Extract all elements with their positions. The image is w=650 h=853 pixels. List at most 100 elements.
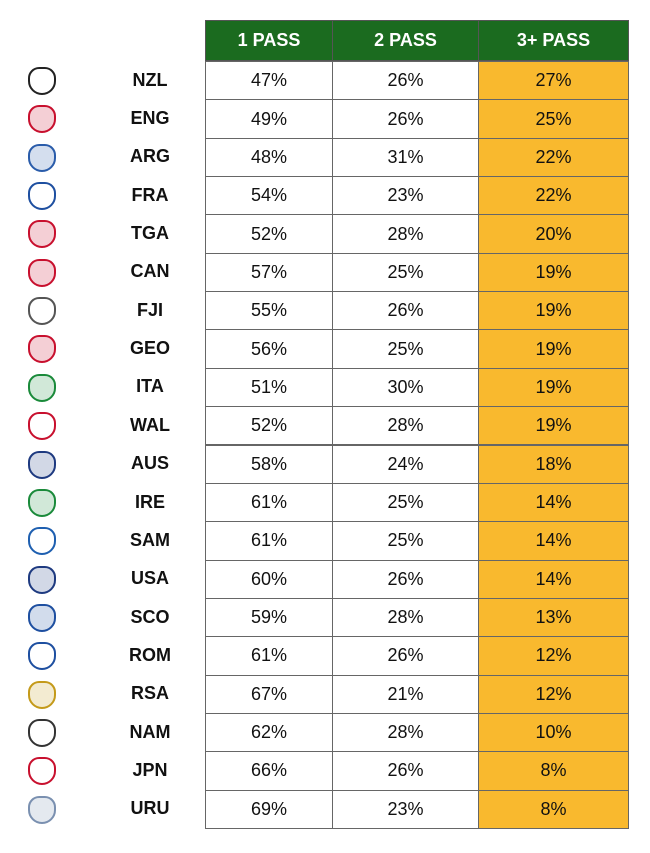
pass-value: 21% [332,674,479,714]
pass-value: 28% [332,712,479,753]
team-logo [28,565,56,594]
team-code: IRE [134,491,165,512]
pass-value: 67% [205,674,333,714]
team-code: USA [130,568,169,589]
pass-value: 69% [205,789,333,829]
pass-value: 18% [478,444,629,484]
team-logo [28,182,56,211]
pass-value: 22% [478,176,629,216]
pass-value: 10% [478,712,629,753]
team-logo [28,412,56,441]
pass-value: 8% [478,751,629,791]
column-header: 3+ PASS [478,20,629,61]
pass-value: 14% [478,482,629,523]
pass-value: 57% [205,252,333,293]
pass-value: 14% [478,559,629,599]
team-logo [28,335,56,364]
pass-value: 24% [332,444,479,484]
team-code: ITA [136,376,164,397]
pass-value: 66% [205,751,333,791]
pass-value: 59% [205,597,333,638]
pass-value: 52% [205,406,333,446]
team-code: CAN [130,261,170,282]
pass-value: 28% [332,597,479,638]
team-code: FRA [131,184,169,205]
pass-value: 26% [332,99,479,139]
pass-value: 12% [478,636,629,676]
team-code: URU [130,798,170,819]
pass-value: 23% [332,789,479,829]
pass-value: 48% [205,137,333,178]
team-logo [28,450,56,479]
team-code: TGA [131,223,169,244]
team-code: NAM [129,721,171,742]
team-code: GEO [129,338,170,359]
pass-value: 26% [332,751,479,791]
pass-value: 20% [478,214,629,254]
team-code: SAM [130,529,170,550]
team-code: JPN [132,759,168,780]
pass-value: 25% [332,329,479,369]
pass-value: 61% [205,521,333,561]
pass-value: 26% [332,61,479,101]
pass-value: 62% [205,712,333,753]
team-code: WAL [130,414,170,435]
team-logo [28,488,56,517]
pass-value: 31% [332,137,479,178]
column-header: 1 PASS [205,20,333,61]
pass-value: 47% [205,61,333,101]
pass-value: 51% [205,367,333,408]
team-code: FJI [136,299,163,320]
team-logo [28,680,56,709]
team-code: SCO [130,606,170,627]
team-logo [28,297,56,326]
pass-value: 25% [332,521,479,561]
team-logo [28,603,56,632]
pass-value: 26% [332,291,479,331]
pass-value: 26% [332,636,479,676]
pass-value: 27% [478,61,629,101]
pass-value: 12% [478,674,629,714]
team-code: ARG [130,146,170,167]
pass-value: 55% [205,291,333,331]
team-logo [28,105,56,134]
pass-value: 25% [332,252,479,293]
team-code: RSA [130,683,169,704]
pass-value: 25% [332,482,479,523]
pass-value: 8% [478,789,629,829]
pass-value: 19% [478,329,629,369]
pass-value: 19% [478,252,629,293]
team-code: ENG [130,108,170,129]
pass-value: 56% [205,329,333,369]
team-logo [28,258,56,287]
pass-value: 22% [478,137,629,178]
team-logo [28,373,56,402]
pass-value: 19% [478,291,629,331]
pass-value: 28% [332,406,479,446]
pass-value: 14% [478,521,629,561]
pass-value: 61% [205,482,333,523]
team-logo [28,527,56,556]
team-code: NZL [132,69,168,90]
pass-value: 54% [205,176,333,216]
pass-value: 26% [332,559,479,599]
team-logo [28,143,56,172]
team-logo [28,220,56,249]
pass-value: 49% [205,99,333,139]
column-header: 2 PASS [332,20,479,61]
pass-value: 60% [205,559,333,599]
pass-value: 25% [478,99,629,139]
pass-value: 52% [205,214,333,254]
team-logo [28,795,56,824]
pass-value: 28% [332,214,479,254]
pass-value: 61% [205,636,333,676]
pass-value: 13% [478,597,629,638]
team-logo [28,642,56,671]
pass-value: 19% [478,406,629,446]
team-code: AUS [130,453,169,474]
team-logo [28,757,56,786]
pass-value: 58% [205,444,333,484]
team-logo [28,67,56,95]
team-code: ROM [129,644,171,665]
pass-value: 23% [332,176,479,216]
